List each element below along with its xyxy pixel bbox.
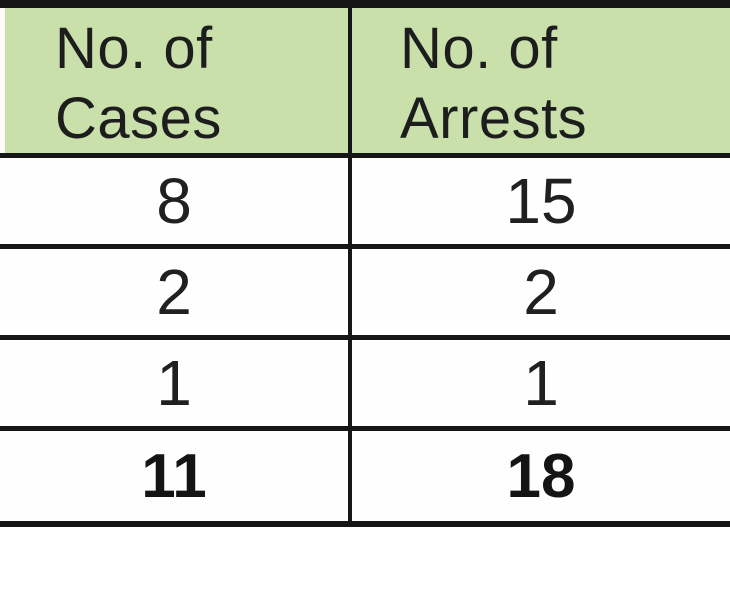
data-cell-arrests: 1	[523, 347, 559, 419]
data-cell-arrests: 15	[505, 165, 577, 237]
data-cell-cases: 2	[0, 249, 352, 335]
header-cell-cases: No. of Cases	[0, 8, 352, 153]
header-cases-line2: Cases	[55, 86, 222, 151]
totals-row: 11 18	[0, 431, 730, 527]
header-arrests-line1: No. of	[400, 16, 558, 81]
header-arrests-line2: Arrests	[400, 86, 588, 151]
header-cell-arrests: No. of Arrests	[352, 8, 730, 153]
table-row: 2 2	[0, 249, 730, 340]
data-cell-arrests: 2	[523, 256, 559, 328]
header-cases-line1: No. of	[55, 16, 213, 81]
data-cell-cases: 1	[0, 340, 352, 426]
data-table: No. of Cases No. of Arrests 8 15 2 2 1 1…	[0, 0, 730, 527]
table-row: 1 1	[0, 340, 730, 431]
total-cell-arrests: 18	[506, 441, 576, 511]
total-cell-cases: 11	[0, 431, 352, 521]
table-row: 8 15	[0, 158, 730, 249]
data-cell-cases: 8	[0, 158, 352, 244]
header-row: No. of Cases No. of Arrests	[0, 8, 730, 158]
